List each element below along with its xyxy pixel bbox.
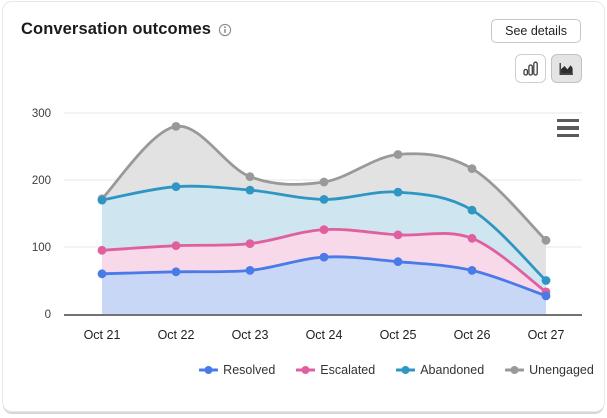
card-header: Conversation outcomes bbox=[21, 20, 232, 39]
point-resolved-oct-23[interactable] bbox=[245, 266, 255, 275]
x-axis-label: Oct 21 bbox=[84, 328, 121, 342]
area-chart-toggle-button[interactable] bbox=[551, 54, 582, 83]
point-abandoned-oct-22[interactable] bbox=[171, 182, 181, 192]
legend-marker-icon bbox=[296, 366, 316, 374]
legend-label: Abandoned bbox=[420, 363, 485, 377]
page-title: Conversation outcomes bbox=[21, 20, 212, 38]
point-abandoned-oct-24[interactable] bbox=[319, 195, 329, 204]
x-axis-label: Oct 22 bbox=[158, 328, 195, 342]
chart-context-menu-button[interactable] bbox=[555, 117, 581, 139]
point-escalated-oct-22[interactable] bbox=[171, 241, 181, 251]
line-resolved bbox=[100, 255, 548, 298]
hamburger-menu-icon bbox=[557, 119, 579, 123]
point-resolved-oct-22[interactable] bbox=[171, 267, 181, 277]
point-abandoned-oct-23[interactable] bbox=[245, 185, 255, 195]
point-abandoned-oct-25[interactable] bbox=[393, 187, 403, 197]
point-escalated-oct-24[interactable] bbox=[319, 225, 329, 235]
y-tick-label: 300 bbox=[32, 108, 51, 120]
legend-label: Unengaged bbox=[529, 363, 594, 377]
conversation-outcomes-card: Conversation outcomes See details bbox=[2, 1, 605, 412]
legend-marker-icon bbox=[505, 366, 525, 374]
legend-item-resolved[interactable]: Resolved bbox=[199, 363, 275, 377]
x-axis-label: Oct 23 bbox=[232, 328, 269, 342]
point-unengaged-oct-24[interactable] bbox=[319, 177, 329, 187]
point-abandoned-oct-27[interactable] bbox=[541, 276, 551, 285]
point-unengaged-oct-22[interactable] bbox=[171, 122, 181, 131]
x-axis-label: Oct 27 bbox=[528, 328, 565, 342]
legend-marker-icon bbox=[396, 366, 416, 374]
hamburger-menu-icon bbox=[557, 126, 579, 130]
x-axis-label: Oct 24 bbox=[306, 328, 343, 342]
area-abandoned bbox=[102, 186, 546, 314]
legend-item-abandoned[interactable]: Abandoned bbox=[396, 363, 484, 377]
area-unengaged bbox=[102, 126, 546, 314]
point-resolved-oct-27[interactable] bbox=[541, 291, 551, 301]
bar-chart-icon bbox=[522, 60, 539, 77]
y-tick-label: 0 bbox=[45, 309, 51, 321]
area-chart-icon bbox=[558, 60, 575, 77]
legend-label: Escalated bbox=[320, 363, 376, 377]
point-unengaged-oct-23[interactable] bbox=[245, 172, 255, 182]
point-abandoned-oct-26[interactable] bbox=[467, 205, 477, 215]
point-resolved-oct-25[interactable] bbox=[393, 257, 403, 267]
x-axis-label: Oct 25 bbox=[380, 328, 417, 342]
legend-item-escalated[interactable]: Escalated bbox=[296, 363, 375, 377]
info-icon[interactable] bbox=[218, 23, 232, 37]
see-details-button[interactable]: See details bbox=[491, 19, 581, 43]
chart-legend: Resolved Escalated Abandoned Unengaged bbox=[3, 363, 604, 377]
legend-label: Resolved bbox=[223, 363, 276, 377]
bar-chart-toggle-button[interactable] bbox=[515, 54, 546, 83]
point-unengaged-oct-26[interactable] bbox=[467, 164, 477, 174]
area-resolved bbox=[102, 256, 546, 314]
legend-item-unengaged[interactable]: Unengaged bbox=[505, 363, 594, 377]
point-escalated-oct-21[interactable] bbox=[97, 245, 107, 255]
point-unengaged-oct-27[interactable] bbox=[541, 235, 551, 245]
point-escalated-oct-25[interactable] bbox=[393, 230, 403, 240]
y-tick-label: 100 bbox=[32, 242, 51, 254]
point-unengaged-oct-25[interactable] bbox=[393, 150, 403, 159]
area-escalated bbox=[102, 229, 546, 314]
point-resolved-oct-24[interactable] bbox=[319, 252, 329, 262]
point-resolved-oct-21[interactable] bbox=[97, 269, 107, 279]
point-resolved-oct-26[interactable] bbox=[467, 266, 477, 275]
x-axis-label: Oct 26 bbox=[454, 328, 491, 342]
y-tick-label: 200 bbox=[32, 175, 51, 187]
chart-type-toolbar bbox=[515, 54, 582, 83]
hamburger-menu-icon bbox=[557, 133, 579, 137]
point-abandoned-oct-21[interactable] bbox=[97, 195, 107, 205]
legend-marker-icon bbox=[199, 366, 219, 374]
point-escalated-oct-26[interactable] bbox=[467, 233, 477, 243]
point-escalated-oct-23[interactable] bbox=[245, 239, 255, 249]
